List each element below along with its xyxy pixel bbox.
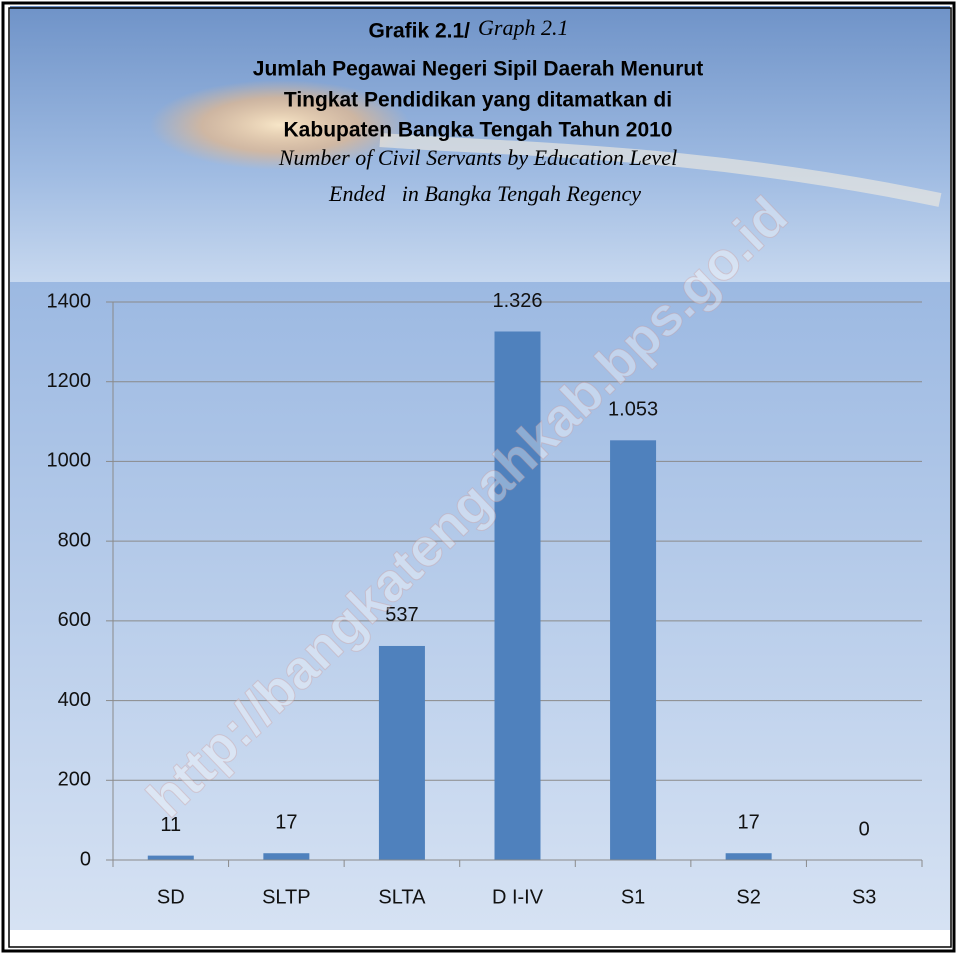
plot-background (10, 282, 950, 930)
graph-label-en: Graph 2.1 (478, 15, 568, 40)
chart-subtitle-line: Number of Civil Servants by Education Le… (278, 145, 677, 170)
x-tick-label: D I-IV (492, 886, 544, 908)
chart-subtitle-line: Ended in Bangka Tengah Regency (328, 181, 641, 206)
y-tick-label: 200 (58, 769, 91, 791)
bar (494, 331, 541, 861)
chart-title-line: Tingkat Pendidikan yang ditamatkan di (284, 89, 672, 112)
bar (725, 853, 772, 860)
data-label: 0 (859, 818, 870, 840)
chart-title-line: Jumlah Pegawai Negeri Sipil Daerah Menur… (253, 58, 703, 81)
data-label: 1.053 (608, 399, 658, 421)
y-tick-label: 1000 (47, 450, 92, 472)
y-tick-label: 1200 (47, 370, 92, 392)
bar (610, 440, 657, 860)
x-tick-label: SLTA (378, 886, 426, 908)
chart-title-line: Kabupaten Bangka Tengah Tahun 2010 (284, 119, 673, 142)
data-label: 17 (275, 812, 297, 834)
inner-frame (8, 7, 952, 948)
jellyfish-decoration (150, 80, 410, 170)
y-tick-label: 1400 (47, 290, 92, 312)
x-tick-label: SLTP (262, 886, 311, 908)
x-tick-label: S1 (621, 886, 645, 908)
x-tick-label: S3 (852, 886, 876, 908)
x-tick-label: SD (157, 886, 185, 908)
data-label: 1.326 (492, 290, 542, 312)
y-tick-label: 0 (80, 848, 91, 870)
y-tick-label: 600 (58, 609, 91, 631)
x-tick-label: S2 (736, 886, 760, 908)
bar (378, 645, 425, 860)
graph-label: Grafik 2.1/ (368, 20, 470, 43)
data-label: 537 (385, 604, 418, 626)
data-label: 11 (160, 814, 181, 836)
bar (263, 853, 310, 860)
jellyfish-tentacles (379, 133, 942, 207)
y-tick-label: 400 (58, 689, 91, 711)
bar (147, 855, 194, 860)
y-tick-label: 800 (58, 529, 91, 551)
data-label: 17 (738, 812, 760, 834)
